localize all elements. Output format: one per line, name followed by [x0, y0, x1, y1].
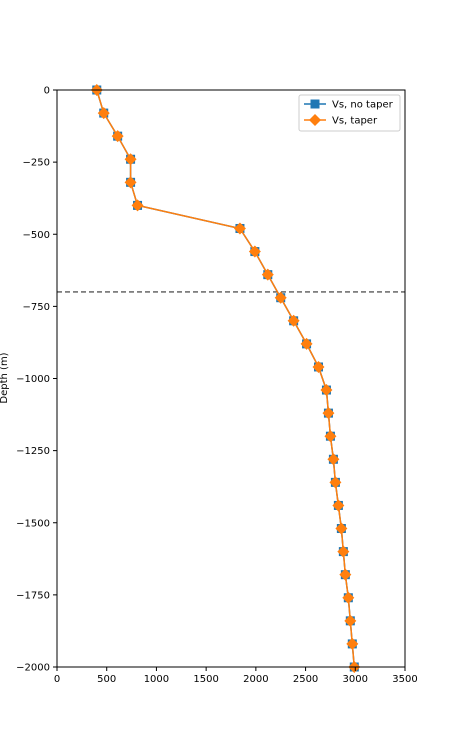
- y-axis-label: Depth (m): [0, 352, 10, 403]
- legend-marker-1: [309, 114, 321, 126]
- data-point-1-24: [346, 637, 359, 650]
- legend-entry-0: Vs, no taper: [304, 99, 394, 111]
- data-point-1-3: [124, 153, 137, 166]
- series-line-0: [96, 89, 356, 668]
- y-tick-label-8: −2000: [16, 663, 50, 674]
- data-point-1-18: [332, 499, 345, 512]
- y-tick-label-7: −1750: [16, 590, 50, 601]
- y-tick-label-4: −1000: [16, 374, 50, 385]
- axes-layer: 0 500 1000 1500 2000 2500 3000 3500 0 −250 −500 −75…: [16, 86, 418, 686]
- data-point-1-8: [261, 268, 274, 281]
- data-point-1-15: [324, 430, 337, 443]
- x-tick-label-1: 500: [97, 674, 116, 685]
- data-point-1-9: [274, 291, 287, 304]
- data-point-1-12: [312, 360, 325, 373]
- legend-entry-1: Vs, taper: [304, 114, 378, 127]
- series-1: [90, 84, 361, 673]
- legend: Vs, no taper Vs, taper: [298, 94, 401, 132]
- data-point-1-17: [329, 476, 342, 489]
- data-point-1-19: [335, 522, 348, 535]
- data-point-1-23: [344, 614, 357, 627]
- data-point-1-22: [342, 591, 355, 604]
- y-tick-label-3: −750: [23, 302, 50, 313]
- data-point-1-4: [124, 176, 137, 189]
- y-tick-label-0: 0: [44, 86, 50, 97]
- data-point-1-20: [337, 545, 350, 558]
- legend-label-1: Vs, taper: [332, 116, 378, 127]
- x-tick-label-2: 1000: [144, 674, 169, 685]
- data-point-1-13: [320, 384, 333, 397]
- y-tick-label-2: −500: [23, 230, 50, 241]
- data-point-1-21: [339, 568, 352, 581]
- data-point-1-16: [327, 453, 340, 466]
- plot-frame: [56, 89, 406, 668]
- x-tick-label-4: 2000: [243, 674, 268, 685]
- x-tick-label-5: 2500: [293, 674, 318, 685]
- y-tick-label-1: −250: [23, 158, 50, 169]
- data-point-1-14: [322, 407, 335, 420]
- x-tick-label-0: 0: [54, 674, 60, 685]
- data-point-1-10: [287, 314, 300, 327]
- data-point-1-2: [111, 130, 124, 143]
- data-point-1-7: [248, 245, 261, 258]
- legend-marker-0: [310, 99, 320, 109]
- x-tick-label-6: 3000: [343, 674, 368, 685]
- series-0: [92, 85, 359, 672]
- data-point-1-1: [97, 107, 110, 120]
- data-point-1-5: [131, 199, 144, 212]
- data-point-1-6: [233, 222, 246, 235]
- series-line-1: [96, 89, 356, 668]
- x-tick-label-3: 1500: [193, 674, 218, 685]
- series-layer: [57, 84, 405, 673]
- legend-label-0: Vs, no taper: [332, 100, 394, 111]
- y-tick-label-5: −1250: [16, 446, 50, 457]
- x-tick-label-7: 3500: [392, 674, 417, 685]
- y-tick-label-6: −1500: [16, 518, 50, 529]
- data-point-1-11: [300, 337, 313, 350]
